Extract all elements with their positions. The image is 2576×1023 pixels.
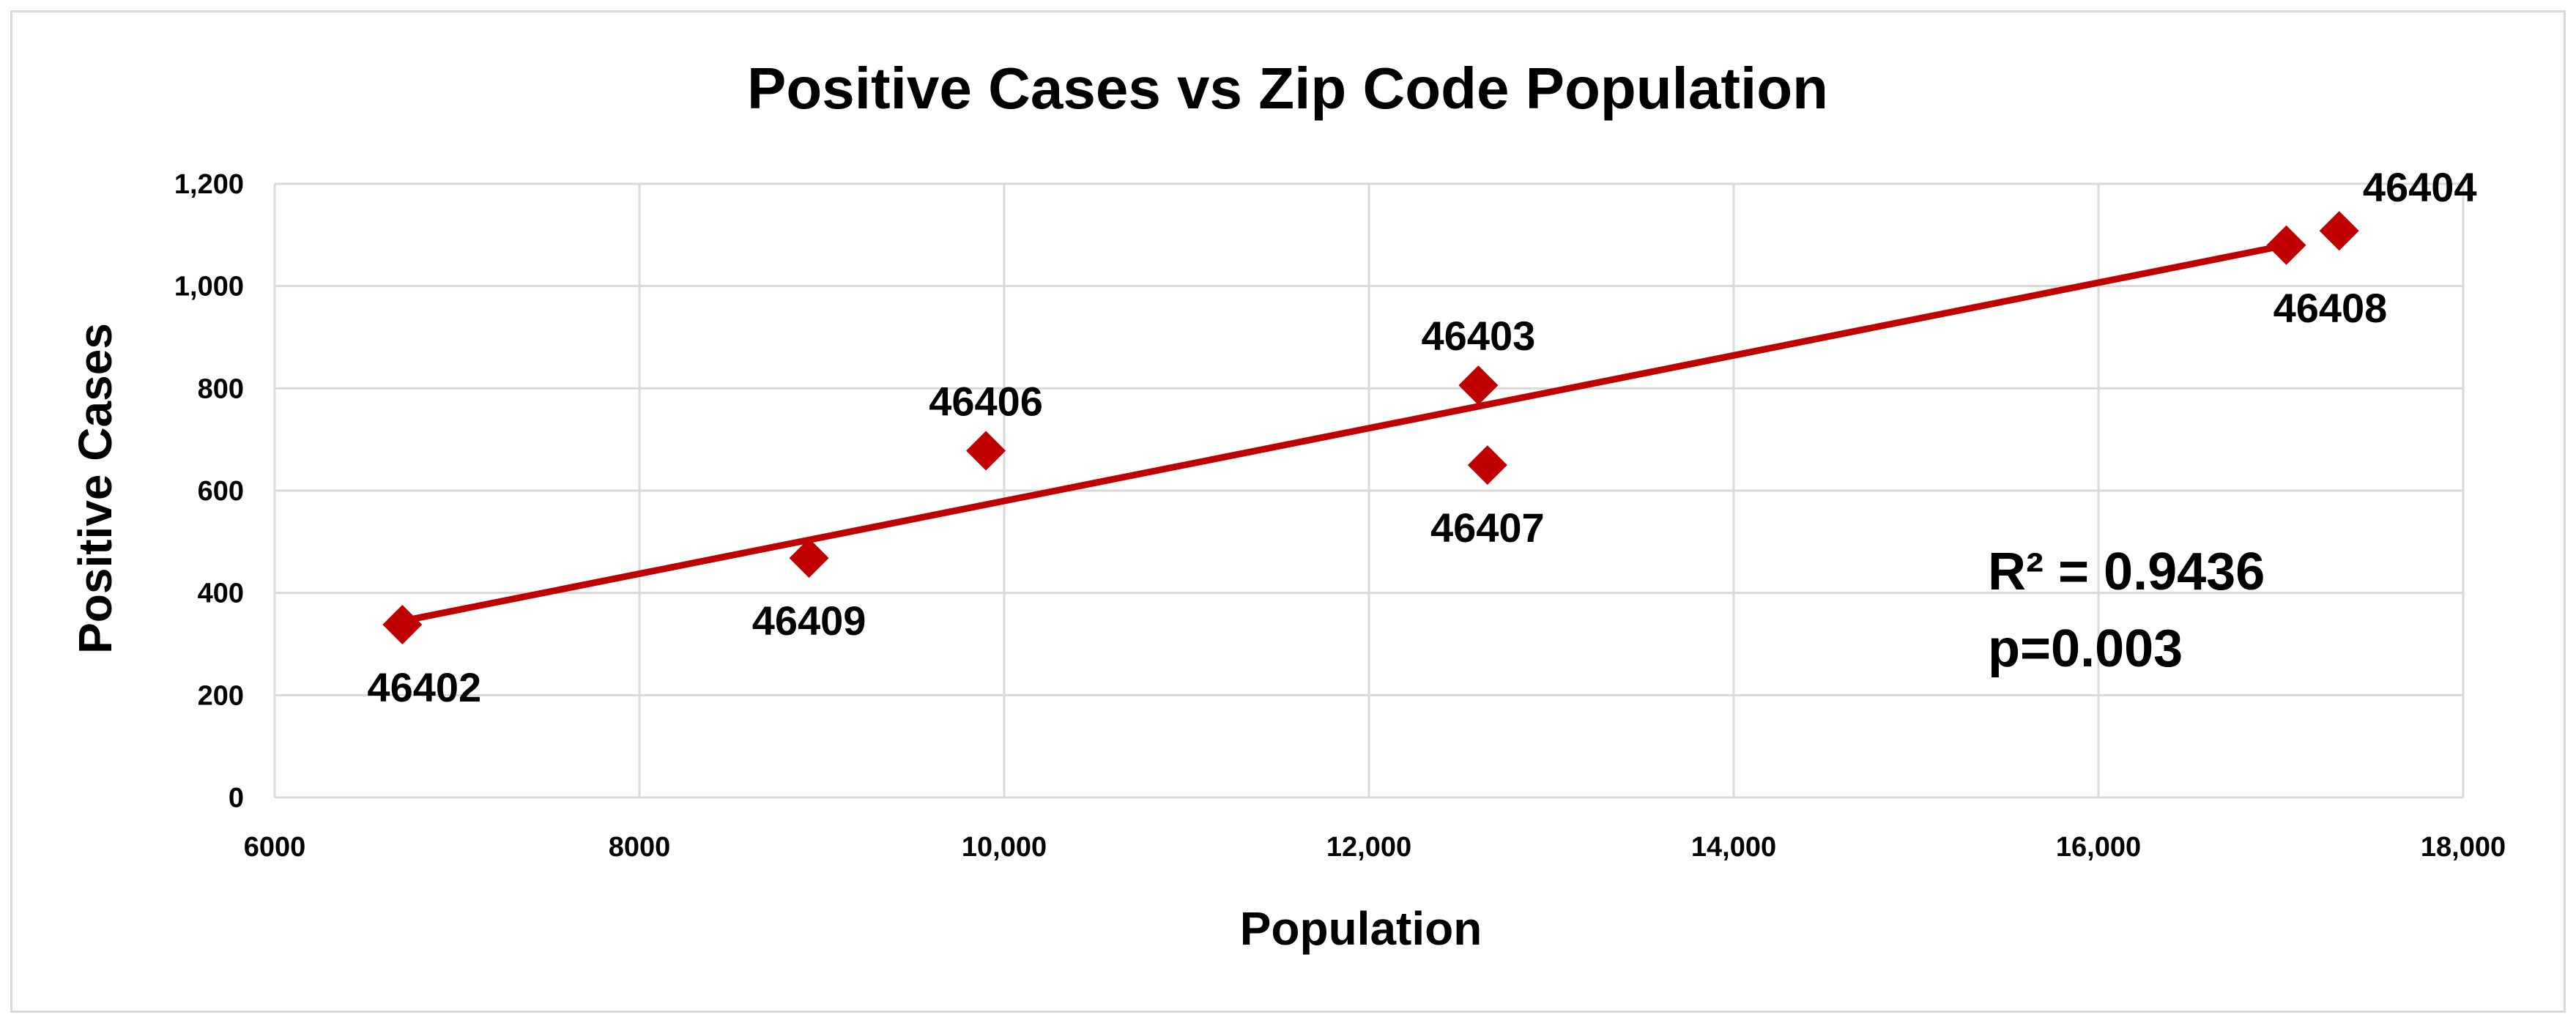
y-tick-label: 600 <box>198 476 244 507</box>
trendline-group <box>398 242 2290 625</box>
x-tick-label: 12,000 <box>1326 832 1411 863</box>
data-point-label: 46409 <box>752 598 866 644</box>
data-point-label: 46402 <box>367 664 481 710</box>
chart-frame <box>10 10 2566 1013</box>
data-point-label: 46404 <box>2363 164 2477 210</box>
data-point-label: 46403 <box>1422 313 1536 359</box>
y-tick-label: 200 <box>198 680 244 711</box>
data-point-marker <box>2319 211 2359 251</box>
x-tick-label: 14,000 <box>1691 832 1776 863</box>
y-axis-title: Positive Cases <box>69 323 122 654</box>
data-point-marker <box>2266 225 2306 265</box>
y-tick-label: 1,000 <box>174 272 244 302</box>
data-points <box>382 211 2359 644</box>
data-point-marker <box>789 538 829 579</box>
r-squared-annotation: R² = 0.9436 <box>1988 543 2265 601</box>
y-axis-tick-labels: 0 200 400 600 800 1,000 1,200 <box>174 169 244 814</box>
chart-title: Positive Cases vs Zip Code Population <box>747 56 1828 121</box>
data-point-label: 46406 <box>929 379 1043 425</box>
x-tick-label: 18,000 <box>2421 832 2506 863</box>
data-point-marker <box>382 604 423 644</box>
p-value-annotation: p=0.003 <box>1988 620 2183 678</box>
x-tick-label: 16,000 <box>2056 832 2141 863</box>
data-point-label: 46408 <box>2274 285 2388 331</box>
x-tick-label: 10,000 <box>962 832 1047 863</box>
trendline <box>398 242 2290 625</box>
gridlines <box>273 182 2465 799</box>
x-tick-label: 8000 <box>609 832 671 863</box>
data-point-label: 46407 <box>1430 505 1545 551</box>
y-tick-label: 0 <box>229 783 244 814</box>
y-tick-label: 400 <box>198 579 244 609</box>
data-point-marker <box>1467 445 1507 486</box>
x-axis-title: Population <box>1240 902 1482 955</box>
y-tick-label: 1,200 <box>174 169 244 200</box>
data-point-labels: 46402 46409 46406 46403 46407 46408 46404 <box>367 164 2476 710</box>
x-tick-label: 6000 <box>244 832 306 863</box>
y-tick-label: 800 <box>198 373 244 404</box>
x-axis-tick-labels: 6000 8000 10,000 12,000 14,000 16,000 18,000 <box>244 832 2506 863</box>
data-point-marker <box>966 431 1006 471</box>
data-point-marker <box>1458 365 1499 406</box>
